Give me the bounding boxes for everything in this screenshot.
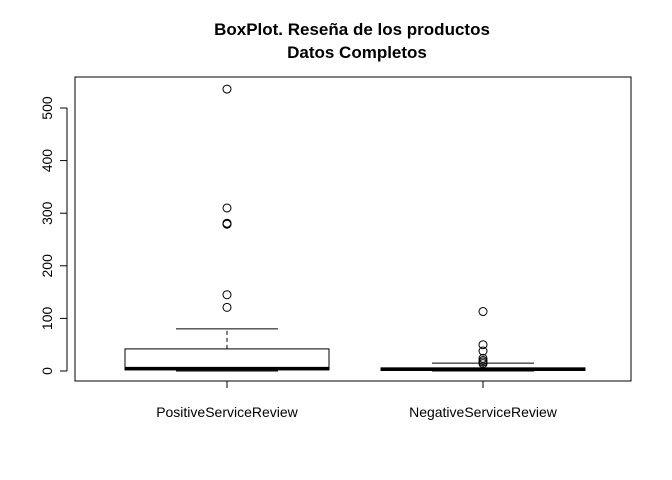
plot-frame xyxy=(74,76,632,382)
y-tick-label: 400 xyxy=(39,149,55,173)
outlier-point xyxy=(222,219,232,229)
y-axis: 0 100 200 300 400 500 xyxy=(39,96,68,375)
outlier-point xyxy=(478,353,488,363)
outlier-point xyxy=(222,84,232,94)
chart-title: BoxPlot. Reseña de los productos xyxy=(214,20,490,39)
y-tick-label: 300 xyxy=(39,201,55,225)
box-PositiveServiceReview xyxy=(124,84,330,372)
y-tick-label: 200 xyxy=(39,254,55,278)
y-tick-label: 100 xyxy=(39,307,55,331)
outlier-point xyxy=(478,340,488,350)
x-axis-labels: PositiveServiceReview NegativeServiceRevi… xyxy=(156,381,558,420)
x-category-label: PositiveServiceReview xyxy=(156,404,298,420)
outlier-point xyxy=(478,346,488,356)
iqr-box xyxy=(124,348,330,371)
outlier-point xyxy=(222,302,232,312)
outlier-point xyxy=(478,307,488,317)
y-tick-label: 0 xyxy=(39,367,55,375)
outlier-point xyxy=(478,359,488,369)
x-category-label: NegativeServiceReview xyxy=(409,404,558,420)
y-tick-label: 500 xyxy=(39,96,55,120)
chart-subtitle: Datos Completos xyxy=(287,43,427,62)
outlier-point xyxy=(222,290,232,300)
box-NegativeServiceReview xyxy=(380,307,586,372)
boxes-group xyxy=(124,84,586,372)
outlier-point xyxy=(222,203,232,213)
